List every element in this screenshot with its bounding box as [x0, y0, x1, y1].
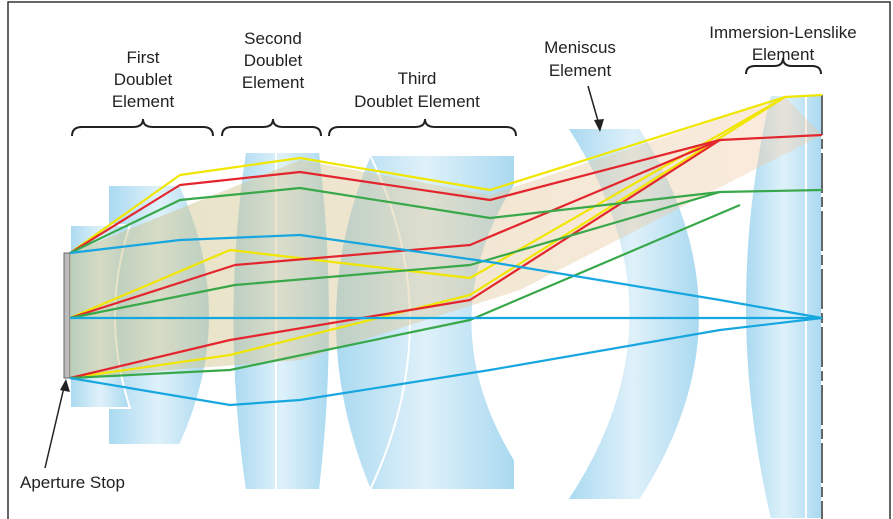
label-line: Doublet Element [354, 92, 480, 111]
ray [69, 203, 741, 380]
ray [69, 190, 721, 320]
brace [745, 57, 822, 75]
brace [328, 118, 517, 137]
meniscus-element [565, 127, 701, 501]
ray [69, 96, 786, 380]
pointer [44, 382, 66, 469]
ray [69, 96, 786, 320]
label-line: Doublet [114, 70, 173, 89]
brace [221, 118, 322, 137]
ray [69, 93, 823, 254]
label-line: Third [398, 69, 437, 88]
label-line: Aperture Stop [20, 473, 125, 492]
beam [70, 97, 822, 378]
label-line: First [126, 48, 159, 67]
label-line: Doublet [244, 51, 303, 70]
label-line: Immersion-Lenslike [709, 23, 856, 42]
label-line: Element [242, 73, 305, 92]
label-line: Element [752, 45, 815, 64]
ray [69, 233, 823, 320]
label-line: Element [112, 92, 175, 111]
arrowhead [60, 379, 70, 392]
ray [69, 139, 721, 380]
arrowhead [594, 119, 604, 132]
label-line: Meniscus [544, 38, 616, 57]
label-line: Element [549, 61, 612, 80]
ray [69, 316, 823, 407]
aperture-stop [63, 252, 71, 379]
ray [69, 186, 823, 254]
label-line: Second [244, 29, 302, 48]
ray [69, 133, 823, 254]
frame [7, 1, 891, 519]
ray [69, 138, 721, 320]
brace [71, 118, 214, 137]
